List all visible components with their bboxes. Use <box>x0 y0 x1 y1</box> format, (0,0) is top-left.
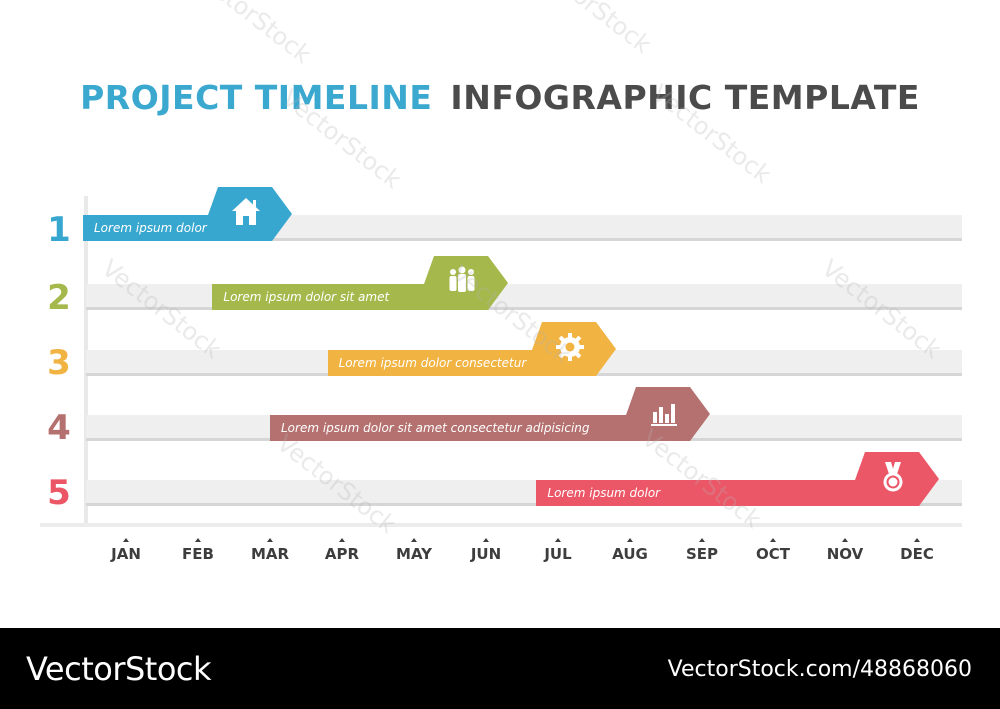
month-tick <box>195 538 201 542</box>
month-label-dec: DEC <box>887 538 947 563</box>
month-tick <box>339 538 345 542</box>
month-text: JUN <box>470 545 502 563</box>
month-text: MAY <box>396 545 432 563</box>
month-label-nov: NOV <box>815 538 875 563</box>
month-tick <box>483 538 489 542</box>
task-bar[interactable]: Lorem ipsum dolor sit amet consectetur a… <box>270 387 710 441</box>
milestone-tab <box>625 387 710 441</box>
task-label: Lorem ipsum dolor sit amet <box>223 290 390 304</box>
month-axis: JAN FEB MAR APR MAY JUN JUL AUG SEP OCT NOV DEC <box>0 538 1000 578</box>
month-text: MAR <box>250 545 290 563</box>
milestone-tab <box>208 187 292 241</box>
month-label-sep: SEP <box>672 538 732 563</box>
month-tick <box>123 538 129 542</box>
milestone-tab <box>423 256 508 310</box>
month-text: SEP <box>685 545 719 563</box>
footer-reference: VectorStock.com/48868060 <box>667 657 972 682</box>
footer-brand: VectorStock <box>26 650 212 688</box>
task-bar[interactable]: Lorem ipsum dolor <box>536 452 939 506</box>
month-text: FEB <box>182 545 214 563</box>
month-text: JAN <box>111 545 141 563</box>
infographic-canvas: PROJECT TIMELINE INFOGRAPHIC TEMPLATE 1 Lo… <box>0 0 1000 578</box>
month-tick <box>555 538 561 542</box>
watermark-text: VectorStock <box>526 0 657 60</box>
month-label-feb: FEB <box>168 538 228 563</box>
month-label-mar: MAR <box>240 538 300 563</box>
horizontal-axis <box>40 523 962 527</box>
row-number-4: 4 <box>47 408 71 448</box>
month-label-jun: JUN <box>456 538 516 563</box>
row-number-2: 2 <box>47 278 71 318</box>
page-title: PROJECT TIMELINE INFOGRAPHIC TEMPLATE <box>0 78 1000 117</box>
gear-icon <box>550 327 590 367</box>
medal-icon <box>873 457 913 497</box>
task-bar[interactable]: Lorem ipsum dolor consectetur <box>327 322 616 376</box>
row-number-5: 5 <box>47 473 71 513</box>
house-icon <box>226 192 266 232</box>
task-label: Lorem ipsum dolor <box>547 486 661 500</box>
month-label-may: MAY <box>384 538 444 563</box>
people-icon <box>442 261 482 301</box>
month-tick <box>770 538 776 542</box>
month-text: APR <box>324 545 360 563</box>
title-part-1: PROJECT TIMELINE <box>80 78 433 117</box>
month-tick <box>914 538 920 542</box>
task-bar[interactable]: Lorem ipsum dolor <box>83 187 292 241</box>
milestone-tab <box>531 322 616 376</box>
month-text: AUG <box>612 545 648 563</box>
row-number-3: 3 <box>47 343 71 383</box>
month-tick <box>411 538 417 542</box>
month-text: JUL <box>544 545 572 563</box>
month-tick <box>627 538 633 542</box>
month-label-aug: AUG <box>600 538 660 563</box>
month-text: NOV <box>826 545 864 563</box>
row-number-1: 1 <box>47 210 71 250</box>
footer-bar: VectorStock VectorStock.com/48868060 <box>0 628 1000 709</box>
month-label-jan: JAN <box>96 538 156 563</box>
milestone-tab <box>854 452 939 506</box>
task-label: Lorem ipsum dolor <box>94 221 207 235</box>
month-tick <box>699 538 705 542</box>
month-label-oct: OCT <box>743 538 803 563</box>
task-label: Lorem ipsum dolor sit amet consectetur a… <box>281 421 590 435</box>
task-bar[interactable]: Lorem ipsum dolor sit amet <box>212 256 508 310</box>
month-tick <box>267 538 273 542</box>
month-text: OCT <box>756 545 790 563</box>
watermark-text: VectorStock <box>186 0 317 70</box>
title-part-2: INFOGRAPHIC TEMPLATE <box>450 78 920 117</box>
month-label-jul: JUL <box>528 538 588 563</box>
task-label: Lorem ipsum dolor consectetur <box>338 356 527 370</box>
month-text: DEC <box>900 545 934 563</box>
bar-chart-icon <box>644 392 684 432</box>
month-label-apr: APR <box>312 538 372 563</box>
month-tick <box>842 538 848 542</box>
